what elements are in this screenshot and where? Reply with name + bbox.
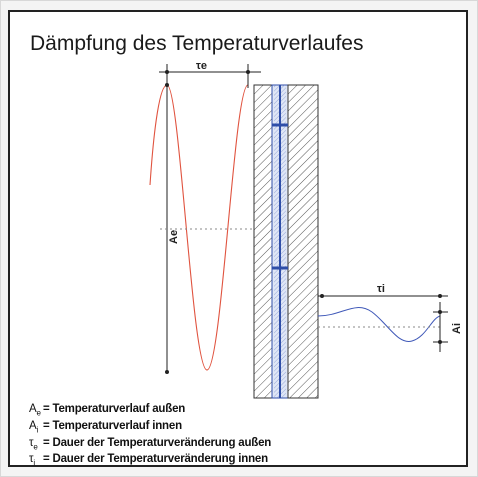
tau-i-label: τi bbox=[377, 283, 385, 295]
wall-section bbox=[253, 84, 319, 399]
legend-item-ai: Ai = Temperaturverlauf innen bbox=[29, 419, 182, 435]
tau-i-dimension bbox=[317, 289, 448, 303]
outer-temperature-curve bbox=[149, 84, 249, 371]
legend: Ae = Temperaturverlauf außen Ai = Temper… bbox=[29, 403, 271, 470]
legend-item-tau-i: τi = Dauer der Temperaturveränderung inn… bbox=[29, 453, 268, 468]
legend-item-tau-e: τe = Dauer der Temperaturveränderung auß… bbox=[29, 436, 272, 451]
diagram-border bbox=[8, 10, 468, 467]
tau-e-dimension bbox=[159, 64, 261, 88]
legend-item-ae: Ae = Temperaturverlauf außen bbox=[29, 403, 186, 418]
tau-e-label: τe bbox=[196, 60, 207, 72]
ai-dimension bbox=[433, 302, 448, 352]
diagram-title: Dämpfung des Temperaturverlaufes bbox=[30, 32, 364, 55]
ae-label: Ae bbox=[168, 230, 180, 244]
ai-label: Ai bbox=[451, 323, 463, 334]
inner-wall-layer bbox=[287, 84, 319, 399]
outer-wall-layer bbox=[253, 84, 273, 399]
ae-dimension bbox=[160, 66, 252, 374]
inner-temperature-curve bbox=[317, 307, 441, 342]
